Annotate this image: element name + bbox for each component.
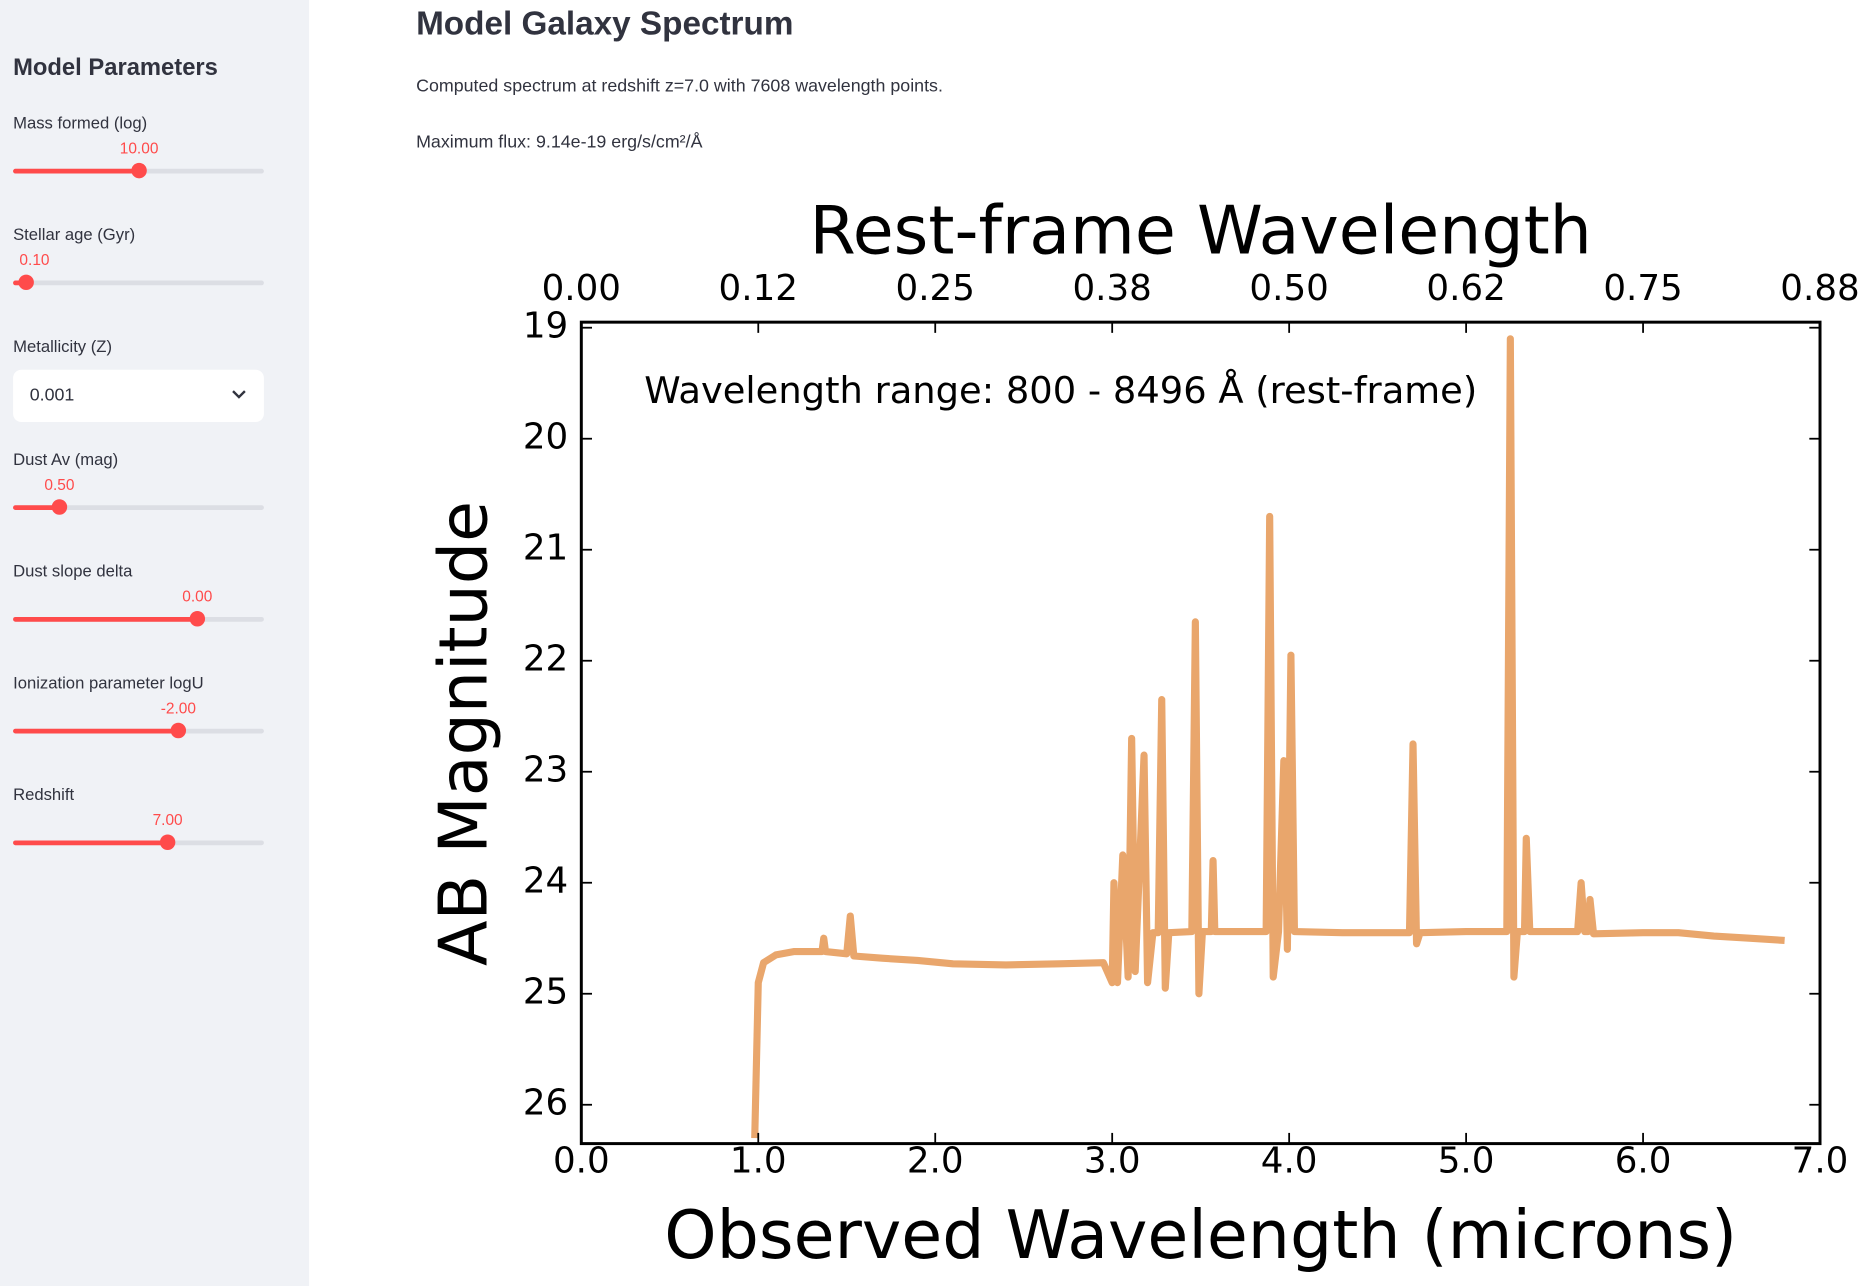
x-tick-label: 3.0 bbox=[1084, 1141, 1141, 1182]
slider[interactable] bbox=[13, 274, 264, 291]
slider-label: Redshift bbox=[13, 784, 75, 804]
slider-fill bbox=[13, 505, 60, 510]
slider-fill bbox=[13, 168, 140, 174]
top-tick-label: 0.38 bbox=[1072, 268, 1151, 309]
slider-fill bbox=[13, 840, 168, 846]
sidebar: Model Parameters Mass formed (log) 10.00… bbox=[0, 0, 310, 1286]
slider-thumb[interactable] bbox=[51, 499, 68, 515]
slider[interactable] bbox=[13, 611, 264, 627]
chart-title: Rest-frame Wavelength bbox=[809, 191, 1591, 269]
y-tick-label: 25 bbox=[523, 972, 568, 1013]
max-flux: Maximum flux: 9.14e-19 erg/s/cm²/Å bbox=[416, 131, 703, 153]
slider[interactable] bbox=[13, 499, 264, 515]
page-title: Model Galaxy Spectrum bbox=[416, 4, 794, 42]
slider-thumb[interactable] bbox=[18, 274, 34, 291]
x-tick-label: 0.0 bbox=[553, 1141, 610, 1182]
top-tick-label: 0.75 bbox=[1603, 268, 1682, 309]
top-tick-label: 0.50 bbox=[1249, 268, 1328, 309]
x-tick-label: 7.0 bbox=[1792, 1141, 1849, 1182]
top-tick-label: 0.62 bbox=[1426, 268, 1505, 309]
slider-label: Dust Av (mag) bbox=[13, 449, 119, 469]
y-tick-label: 26 bbox=[523, 1083, 568, 1124]
slider-label: Dust slope delta bbox=[13, 561, 133, 581]
slider[interactable] bbox=[13, 834, 264, 850]
chart: Rest-frame Wavelength Observed Wavelengt… bbox=[424, 191, 1859, 1274]
slider-value: 0.10 bbox=[19, 250, 50, 269]
slider[interactable] bbox=[13, 162, 264, 179]
slider-thumb[interactable] bbox=[159, 834, 176, 850]
plot-frame bbox=[579, 320, 1822, 1146]
x-tick-label: 1.0 bbox=[730, 1141, 787, 1182]
y-axis-title: AB Magnitude bbox=[424, 501, 502, 966]
slider[interactable] bbox=[13, 722, 264, 739]
slider-value: -2.00 bbox=[160, 699, 196, 717]
slider-label: Ionization parameter logU bbox=[13, 672, 204, 692]
annotation: Wavelength range: 800 - 8496 Å (rest-fra… bbox=[644, 368, 1477, 412]
slider-label: Stellar age (Gyr) bbox=[13, 224, 136, 244]
slider-value: 10.00 bbox=[119, 139, 159, 157]
top-tick-label: 0.88 bbox=[1780, 268, 1859, 309]
select-label: Metallicity (Z) bbox=[13, 336, 113, 356]
slider-fill bbox=[13, 616, 198, 622]
y-tick-label: 23 bbox=[523, 750, 568, 791]
slider-fill bbox=[13, 728, 179, 734]
x-tick-label: 4.0 bbox=[1261, 1141, 1318, 1182]
select[interactable]: 0.001 bbox=[13, 369, 264, 423]
slider-value: 0.50 bbox=[44, 475, 75, 494]
spectrum-line bbox=[751, 335, 1785, 1139]
slider-value: 0.00 bbox=[182, 587, 213, 606]
top-tick-label: 0.25 bbox=[896, 268, 975, 309]
x-tick-label: 2.0 bbox=[907, 1141, 964, 1182]
x-axis-title: Observed Wavelength (microns) bbox=[664, 1196, 1737, 1274]
caption: Computed spectrum at redshift z=7.0 with… bbox=[416, 76, 943, 97]
slider-thumb[interactable] bbox=[170, 722, 187, 739]
top-tick-label: 0.00 bbox=[542, 268, 621, 309]
sidebar-title: Model Parameters bbox=[13, 54, 218, 81]
x-tick-label: 6.0 bbox=[1615, 1141, 1672, 1182]
y-tick-label: 21 bbox=[523, 528, 568, 569]
select-value: 0.001 bbox=[29, 385, 75, 406]
x-tick-label: 5.0 bbox=[1438, 1141, 1495, 1182]
slider-thumb[interactable] bbox=[189, 611, 206, 627]
y-tick-label: 24 bbox=[523, 861, 568, 902]
top-tick-label: 0.12 bbox=[719, 268, 798, 309]
slider-label: Mass formed (log) bbox=[13, 112, 148, 132]
y-tick-label: 19 bbox=[523, 306, 568, 347]
slider-thumb[interactable] bbox=[131, 162, 147, 179]
y-tick-label: 20 bbox=[523, 417, 568, 458]
chevron bbox=[232, 390, 246, 399]
y-tick-label: 22 bbox=[523, 639, 568, 680]
slider-value: 7.00 bbox=[152, 810, 183, 829]
